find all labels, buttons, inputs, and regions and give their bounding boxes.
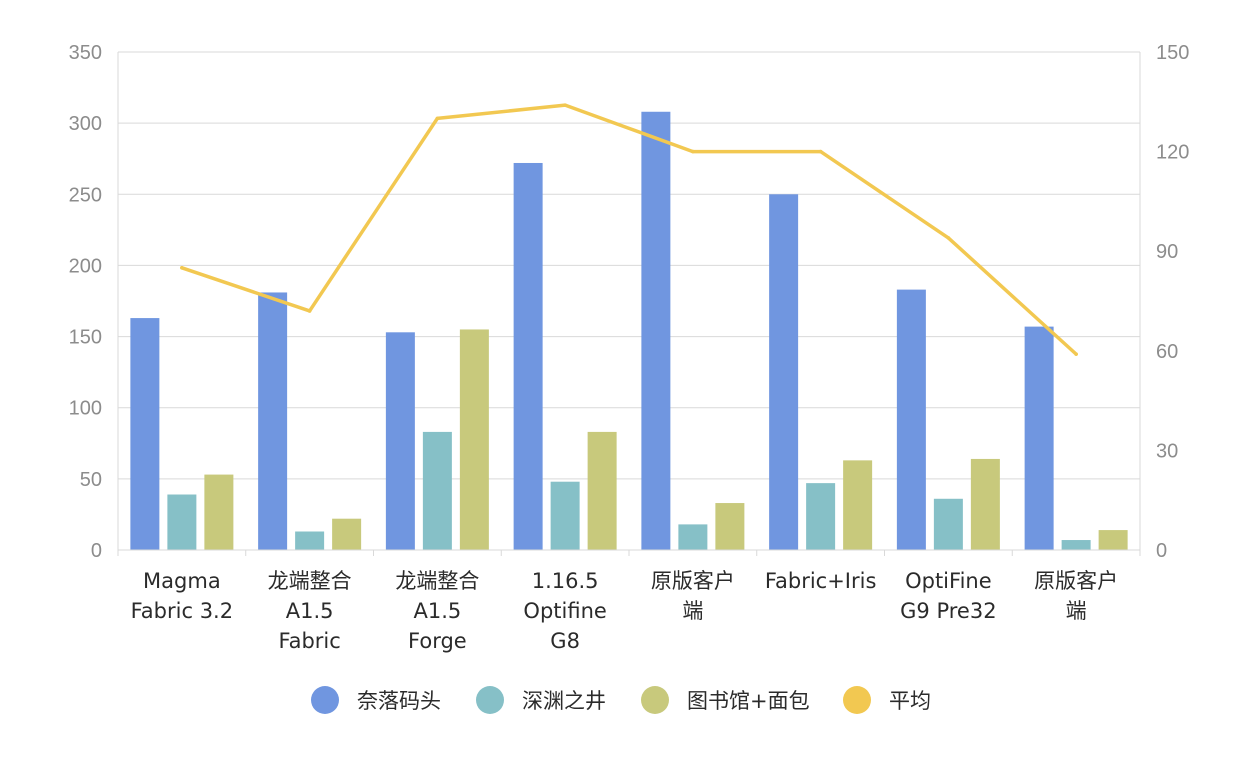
y-left-tick-label: 0 [91,540,102,562]
bar [332,518,362,550]
bar [295,531,325,550]
x-category-label-line: Magma [143,569,221,593]
x-category-label: 龙端整合 A1.5 Forge [395,569,479,653]
x-category-label: 原版客户端 [651,569,735,623]
bar [550,481,580,550]
bar [1098,530,1128,550]
x-category-label-line: Fabric [278,629,340,653]
bar [641,111,671,550]
line-point [307,309,312,313]
x-category-label: Fabric+Iris [765,569,877,593]
legend-label: 深渊之井 [522,689,606,713]
y-left-tick-label: 350 [69,42,102,64]
x-category-label-line: A1.5 [286,599,334,623]
x-category-label: Magma Fabric 3.2 [131,569,233,623]
x-category-label-line: Fabric 3.2 [131,599,233,623]
y-left-tick-label: 100 [69,398,102,420]
x-category-label-line: 原版客户 [1034,569,1118,593]
y-right-tick-label: 90 [1156,241,1178,263]
bar [678,524,708,550]
bar [385,332,415,550]
bar [167,494,197,550]
y-left-tick-label: 300 [69,113,102,135]
x-category-label: 原版客户端 [1034,569,1118,623]
grid-layer [118,51,1140,480]
legend-marker-icon [311,686,339,714]
line-point [946,236,951,240]
x-category-label-line: 端 [1066,599,1087,623]
y-right-tick-label: 150 [1156,42,1189,64]
line-point [563,103,567,107]
legend-item[interactable]: 平均 [843,686,931,714]
bar [1024,326,1054,550]
axis-layer: 0 50 100 150 200 250 300 350 0 30 60 90 120 150 Magma F… [69,42,1190,653]
line-point [180,266,184,270]
bar [513,162,543,551]
series-line [180,103,1078,356]
legend: 奈落码头 深渊之井 图书馆+面包 平均 [311,686,931,714]
y-right-tick-label: 60 [1156,341,1178,363]
line-point [818,149,823,154]
bar [1061,540,1091,550]
x-category-label-line: 龙端整合 [395,569,479,593]
legend-marker-icon [476,686,504,714]
bar [422,431,452,550]
x-category-label-line: G9 Pre32 [900,599,996,623]
x-category-label: 龙端整合 A1.5 Fabric [268,569,352,653]
bar-layer [130,111,1128,551]
legend-marker-icon [843,686,871,714]
y-left-tick-label: 250 [69,184,102,206]
bar [896,289,926,550]
x-category-label-line: Fabric+Iris [765,569,877,593]
legend-marker-icon [641,686,669,714]
x-category-label-line: Forge [408,629,467,653]
bar [130,318,160,550]
x-category-label-line: Optifine [523,599,606,623]
line-point [691,149,695,154]
x-category-label-line: A1.5 [413,599,461,623]
bar [769,194,799,551]
bar [970,458,1000,550]
bar [258,292,288,550]
line-layer [180,103,1078,356]
bar [933,498,963,550]
bar [587,431,617,550]
line-point [1074,352,1078,356]
y-left-tick-label: 200 [69,255,102,277]
y-right-tick-label: 0 [1156,540,1167,562]
x-category-label-line: OptiFine [905,569,992,593]
legend-item[interactable]: 图书馆+面包 [641,686,810,714]
x-category-label-line: G8 [550,629,580,653]
bar [715,503,745,550]
y-left-tick-label: 50 [80,469,102,491]
x-category-label-line: 端 [682,599,703,623]
legend-label: 平均 [889,689,931,713]
y-right-tick-label: 120 [1156,142,1189,164]
x-category-label-line: 龙端整合 [268,569,352,593]
y-left-tick-label: 150 [69,327,102,349]
legend-item[interactable]: 深渊之井 [476,686,606,714]
line-point [435,116,440,121]
x-category-label: 1.16.5 Optifine G8 [523,569,606,653]
legend-item[interactable]: 奈落码头 [311,686,441,714]
bar [459,329,489,550]
legend-label: 图书馆+面包 [687,689,810,713]
legend-label: 奈落码头 [357,689,441,713]
bar [843,460,873,550]
x-category-label-line: 1.16.5 [532,569,599,593]
bar [806,483,836,550]
x-category-label: OptiFine G9 Pre32 [900,569,996,623]
x-category-label-line: 原版客户 [651,569,735,593]
bar [204,474,234,550]
y-right-tick-label: 30 [1156,440,1178,462]
